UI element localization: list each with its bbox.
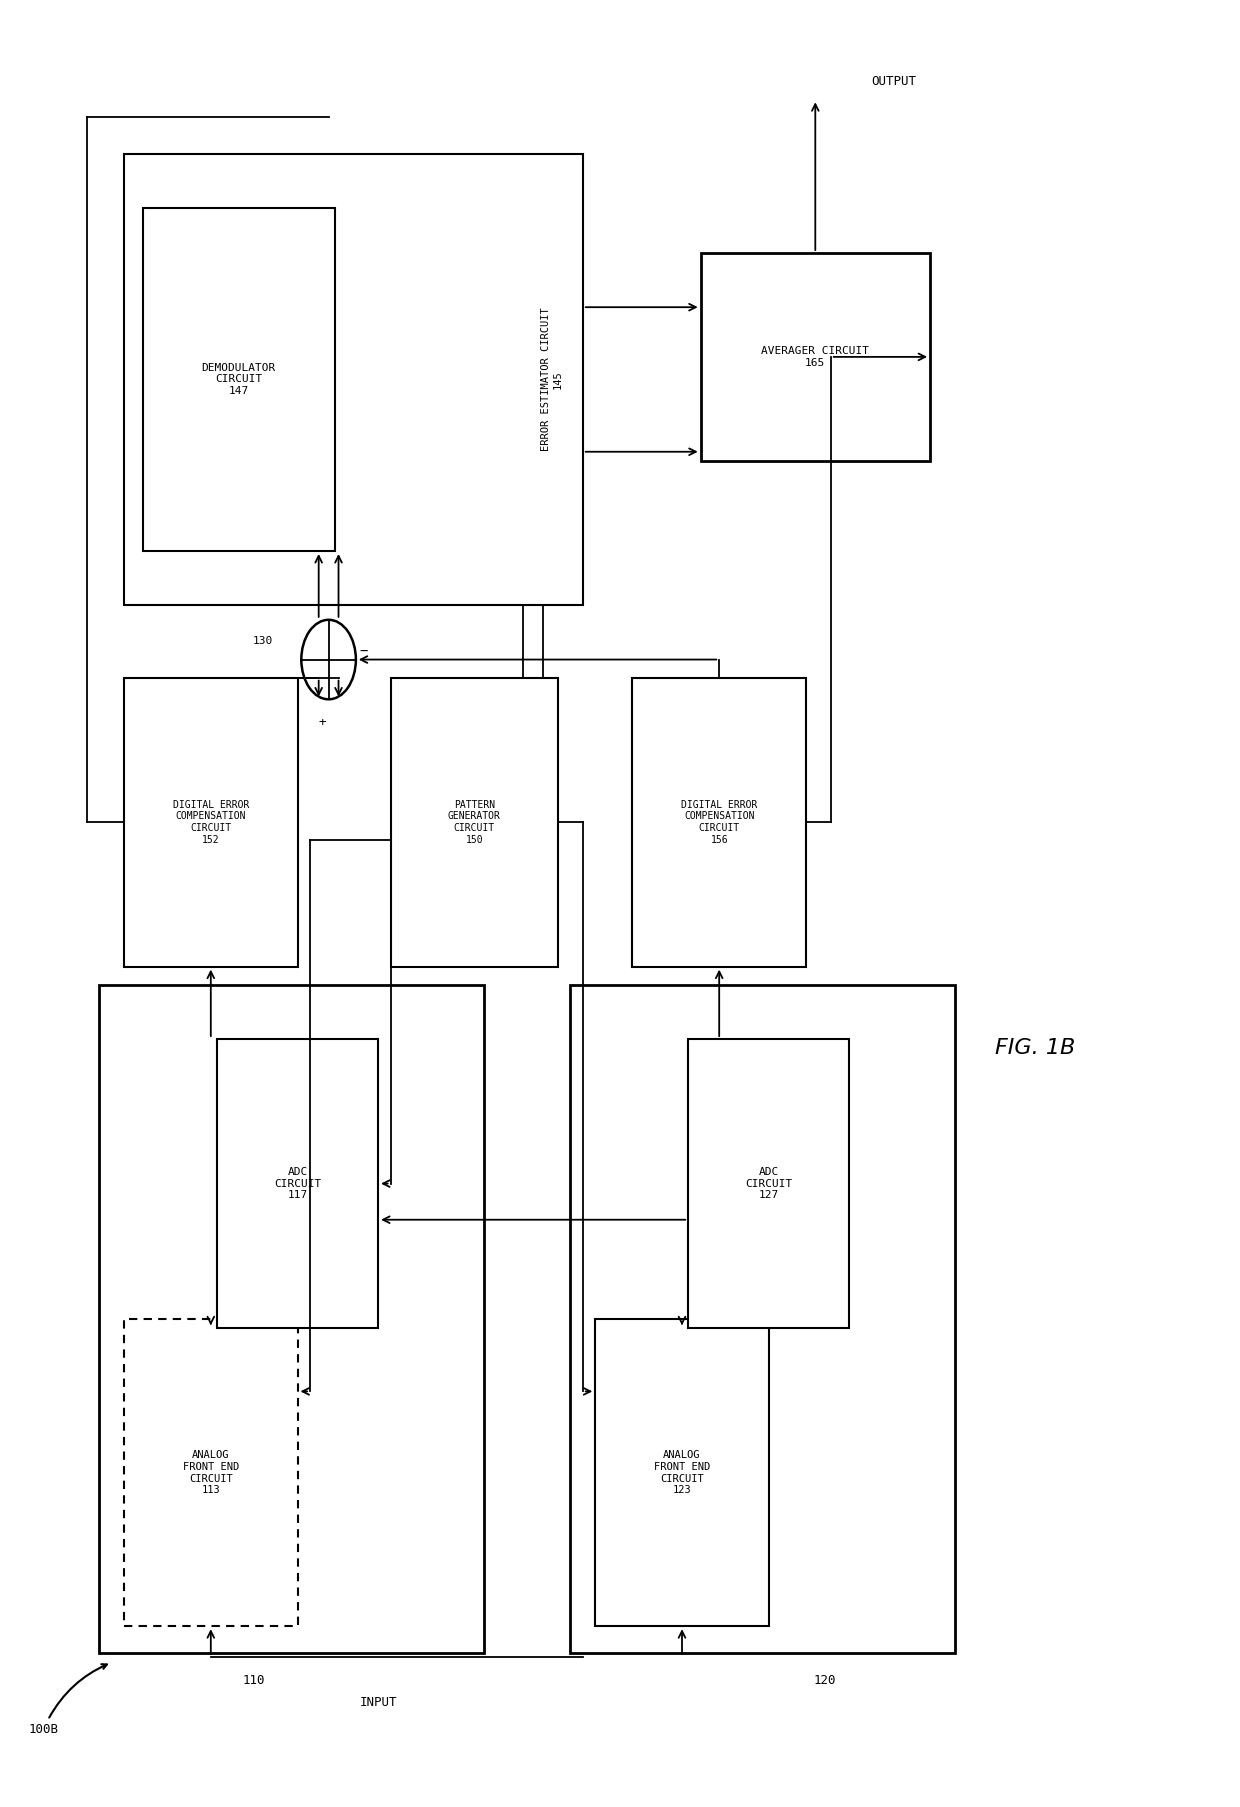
Text: DIGITAL ERROR
COMPENSATION
CIRCUIT
152: DIGITAL ERROR COMPENSATION CIRCUIT 152 [172, 801, 249, 844]
Bar [632, 678, 806, 967]
Bar [124, 1319, 298, 1626]
Bar [217, 1039, 378, 1328]
Text: DEMODULATOR
CIRCUIT
147: DEMODULATOR CIRCUIT 147 [202, 363, 275, 396]
Bar [124, 154, 583, 605]
Bar [124, 678, 298, 967]
Text: DIGITAL ERROR
COMPENSATION
CIRCUIT
156: DIGITAL ERROR COMPENSATION CIRCUIT 156 [681, 801, 758, 844]
Bar [595, 1319, 769, 1626]
Text: 120: 120 [813, 1673, 836, 1688]
Bar [99, 985, 484, 1653]
Text: ADC
CIRCUIT
127: ADC CIRCUIT 127 [745, 1167, 792, 1200]
Bar [688, 1039, 849, 1328]
Text: AVERAGER CIRCUIT
165: AVERAGER CIRCUIT 165 [761, 347, 869, 367]
Text: 100B: 100B [29, 1664, 107, 1737]
Text: ERROR ESTIMATOR CIRCUIT
145: ERROR ESTIMATOR CIRCUIT 145 [541, 307, 563, 452]
Bar [143, 208, 335, 551]
Text: 110: 110 [243, 1673, 265, 1688]
Text: FIG. 1B: FIG. 1B [996, 1037, 1075, 1059]
Text: 130: 130 [253, 636, 273, 647]
Text: ANALOG
FRONT END
CIRCUIT
113: ANALOG FRONT END CIRCUIT 113 [182, 1451, 239, 1494]
Text: +: + [319, 716, 326, 730]
Text: −: − [360, 643, 367, 658]
Bar [701, 253, 930, 461]
Text: ANALOG
FRONT END
CIRCUIT
123: ANALOG FRONT END CIRCUIT 123 [653, 1451, 711, 1494]
Bar [391, 678, 558, 967]
Text: ADC
CIRCUIT
117: ADC CIRCUIT 117 [274, 1167, 321, 1200]
Bar [570, 985, 955, 1653]
Text: INPUT: INPUT [360, 1695, 397, 1709]
Text: PATTERN
GENERATOR
CIRCUIT
150: PATTERN GENERATOR CIRCUIT 150 [448, 801, 501, 844]
Text: OUTPUT: OUTPUT [870, 74, 916, 89]
